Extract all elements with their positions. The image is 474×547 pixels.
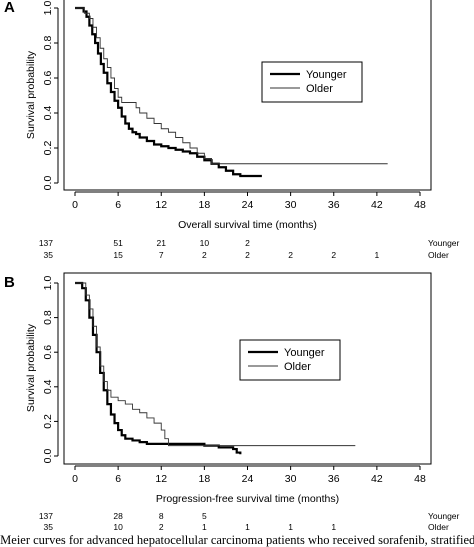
- panel-b-risk-value: 28: [113, 511, 123, 521]
- panel-a-risk-value: 51: [113, 238, 123, 248]
- panel-a-x-tick-label: 0: [72, 199, 78, 211]
- panel-b-risk-group-label: Younger: [428, 511, 460, 521]
- panel-a-y-tick-label: 0.2: [42, 141, 54, 156]
- panel-b-risk-value: 10: [113, 522, 123, 532]
- panel-b-y-tick-label: 0.4: [42, 379, 54, 394]
- figure-caption: -Meier curves for advanced hepatocellula…: [0, 533, 474, 547]
- panel-a-letter: A: [4, 0, 15, 16]
- panel-a-risk-value: 7: [159, 250, 164, 260]
- panel-a-x-tick-label: 36: [328, 199, 340, 211]
- panel-b-risk-value: 1: [288, 522, 293, 532]
- panel-a-risk-value: 2: [245, 250, 250, 260]
- panel-b-risk-value: 8: [159, 511, 164, 521]
- panel-b-y-tick-label: 0.2: [42, 414, 54, 429]
- panel-a-y-tick-label: 0.4: [42, 106, 54, 121]
- panel-a-risk-value: 2: [202, 250, 207, 260]
- panel-a-legend-label-older: Older: [306, 83, 333, 95]
- panel-b-legend-label-older: Older: [284, 361, 311, 373]
- panel-a-x-tick-label: 30: [285, 199, 297, 211]
- panel-a-risk-value: 15: [113, 250, 123, 260]
- panel-b-x-tick-label: 6: [115, 473, 121, 485]
- panel-b-legend-label-younger: Younger: [284, 347, 325, 359]
- panel-a-risk-value: 10: [200, 238, 210, 248]
- panel-a-x-tick-label: 12: [155, 199, 167, 211]
- panel-a-y-tick-label: 0.6: [42, 71, 54, 86]
- panel-b-x-tick-label: 18: [199, 473, 211, 485]
- panel-b-y-tick-label: 0.6: [42, 345, 54, 360]
- panel-a-risk-value: 2: [331, 250, 336, 260]
- panel-b-y-tick-label: 0.8: [42, 310, 54, 325]
- panel-b-x-tick-label: 48: [414, 473, 426, 485]
- panel-a-risk-value: 1: [375, 250, 380, 260]
- panel-a-risk-group-label: Older: [428, 250, 449, 260]
- panel-b-x-tick-label: 0: [72, 473, 78, 485]
- panel-a-risk-value: 35: [44, 250, 54, 260]
- panel-b-series-younger: [75, 281, 242, 455]
- panel-a-legend-box: [261, 61, 363, 103]
- panel-b-risk-value: 5: [202, 511, 207, 521]
- panel-b-risk-value: 137: [39, 511, 53, 521]
- panel-a-series-older: [75, 7, 388, 165]
- panel-b-y-tick-label: 1.0: [42, 276, 54, 291]
- panel-b-x-tick-label: 24: [242, 473, 254, 485]
- panel-b-y-tick-label: 0.0: [42, 449, 54, 464]
- panel-a-x-axis-label: Overall survival time (months): [178, 219, 317, 231]
- panel-b-risk-value: 2: [159, 522, 164, 532]
- panel-a-y-axis-label: Survival probability: [25, 50, 37, 139]
- panel-a-risk-group-label: Younger: [428, 238, 460, 248]
- panel-b-risk-value: 1: [331, 522, 336, 532]
- panel-a-risk-value: 137: [39, 238, 53, 248]
- panel-b-plot-frame: [63, 272, 432, 465]
- panel-a-series-younger: [75, 6, 262, 178]
- panel-a-risk-value: 21: [157, 238, 167, 248]
- panel-b-y-axis-label: Survival probability: [25, 323, 37, 412]
- panel-b-risk-value: 35: [44, 522, 54, 532]
- panel-a-y-tick-label: 0.8: [42, 36, 54, 51]
- panel-b-risk-value: 1: [245, 522, 250, 532]
- panel-a-legend-label-younger: Younger: [306, 69, 347, 81]
- panel-a-y-tick-label: 0.0: [42, 176, 54, 191]
- panel-a-x-tick-label: 6: [115, 199, 121, 211]
- panel-b-risk-value: 1: [202, 522, 207, 532]
- panel-a-risk-value: 2: [245, 238, 250, 248]
- panel-a-x-tick-label: 24: [242, 199, 254, 211]
- panel-b-series-older: [75, 282, 356, 447]
- panel-b-risk-group-label: Older: [428, 522, 449, 532]
- panel-a-x-tick-label: 48: [414, 199, 426, 211]
- panel-b-x-tick-label: 42: [371, 473, 383, 485]
- panel-a-plot-frame: [63, 0, 432, 191]
- panel-b-legend-box: [239, 339, 341, 381]
- panel-b-x-tick-label: 12: [155, 473, 167, 485]
- panel-a-y-tick-label: 1.0: [42, 1, 54, 16]
- panel-b-letter: B: [4, 274, 15, 291]
- panel-a-risk-value: 2: [288, 250, 293, 260]
- panel-b-x-tick-label: 30: [285, 473, 297, 485]
- panel-a-x-tick-label: 18: [199, 199, 211, 211]
- panel-b-x-tick-label: 36: [328, 473, 340, 485]
- panel-b-x-axis-label: Progression-free survival time (months): [156, 493, 339, 505]
- panel-a-x-tick-label: 42: [371, 199, 383, 211]
